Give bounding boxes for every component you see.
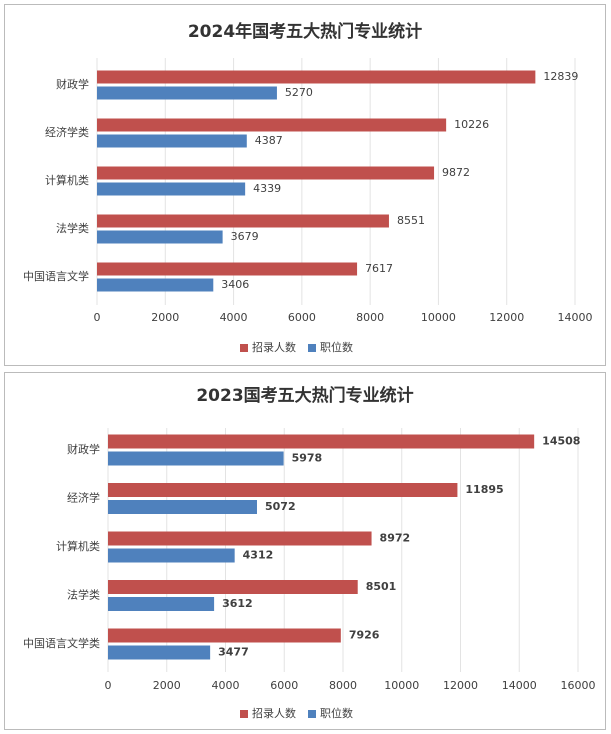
- legend-label: 职位数: [320, 340, 353, 354]
- chart: 2024年国考五大热门专业统计 0 2000 4000 6000 8000 10000 120…: [23, 21, 593, 354]
- category-label: 法学类: [67, 588, 100, 602]
- x-tick-label: 8000: [329, 679, 357, 692]
- chart-title: 2023国考五大热门专业统计: [196, 385, 413, 406]
- x-tick-label: 12000: [443, 679, 478, 692]
- legend-label: 招录人数: [252, 340, 296, 354]
- x-tick-label: 14000: [558, 311, 593, 324]
- bar: [97, 134, 247, 148]
- bar: [108, 483, 458, 497]
- value-label: 8551: [397, 214, 425, 227]
- category-label: 计算机类: [56, 539, 100, 553]
- chart-title: 2024年国考五大热门专业统计: [188, 21, 422, 42]
- value-label: 4312: [243, 549, 274, 562]
- legend-swatch: [240, 344, 248, 352]
- value-label: 3612: [222, 597, 253, 610]
- x-tick-label: 12000: [489, 311, 524, 324]
- category-label: 经济学: [67, 491, 100, 505]
- x-tick-label: 14000: [502, 679, 537, 692]
- value-label: 10226: [454, 118, 489, 131]
- category-label: 中国语言文学类: [23, 636, 100, 650]
- legend-label: 招录人数: [252, 706, 296, 720]
- legend-swatch: [308, 344, 316, 352]
- bar: [97, 262, 358, 276]
- bar: [108, 451, 284, 466]
- x-tick-label: 6000: [270, 679, 298, 692]
- value-label: 3406: [221, 278, 249, 291]
- value-label: 14508: [542, 435, 580, 448]
- x-tick-label: 4000: [220, 311, 248, 324]
- x-tick-label: 10000: [384, 679, 419, 692]
- category-label: 法学类: [56, 221, 89, 235]
- legend-swatch: [240, 710, 248, 718]
- bar: [108, 597, 215, 611]
- bar: [108, 645, 211, 660]
- value-label: 5978: [292, 452, 323, 465]
- x-tick-label: 10000: [421, 311, 456, 324]
- value-label: 8972: [380, 532, 411, 545]
- value-label: 3477: [218, 646, 249, 659]
- x-tick-label: 6000: [288, 311, 316, 324]
- category-label: 财政学: [56, 77, 89, 91]
- value-label: 9872: [442, 166, 470, 179]
- category-label: 计算机类: [45, 173, 89, 187]
- value-label: 8501: [366, 580, 397, 593]
- panel: [4, 372, 606, 730]
- bar: [108, 500, 257, 514]
- bar: [97, 118, 447, 132]
- value-label: 11895: [465, 483, 503, 496]
- x-tick-label: 16000: [561, 679, 596, 692]
- category-label: 财政学: [67, 442, 100, 456]
- bar: [97, 166, 435, 180]
- bar: [108, 434, 535, 449]
- x-tick-label: 8000: [356, 311, 384, 324]
- value-label: 5072: [265, 500, 296, 513]
- value-label: 7617: [365, 262, 393, 275]
- bar: [97, 70, 536, 84]
- category-label: 中国语言文学: [23, 269, 89, 283]
- value-label: 5270: [285, 86, 313, 99]
- x-tick-label: 0: [105, 679, 112, 692]
- bar: [108, 628, 341, 643]
- bar: [97, 278, 214, 292]
- value-label: 4387: [255, 134, 283, 147]
- legend-swatch: [308, 710, 316, 718]
- bar: [108, 548, 235, 563]
- category-label: 经济学类: [45, 125, 89, 139]
- bar: [108, 580, 358, 594]
- bar: [97, 230, 223, 244]
- bar: [108, 531, 372, 546]
- x-tick-label: 2000: [151, 311, 179, 324]
- chart: 2023国考五大热门专业统计 0 2000 4000 6000 8000 10000 1200…: [23, 385, 596, 720]
- value-label: 3679: [231, 230, 259, 243]
- x-tick-label: 0: [94, 311, 101, 324]
- bar: [97, 86, 277, 100]
- value-label: 4339: [253, 182, 281, 195]
- bar: [97, 214, 389, 228]
- value-label: 12839: [543, 70, 578, 83]
- x-tick-label: 4000: [212, 679, 240, 692]
- bar: [97, 182, 246, 196]
- legend-label: 职位数: [320, 706, 353, 720]
- value-label: 7926: [349, 629, 380, 642]
- x-tick-label: 2000: [153, 679, 181, 692]
